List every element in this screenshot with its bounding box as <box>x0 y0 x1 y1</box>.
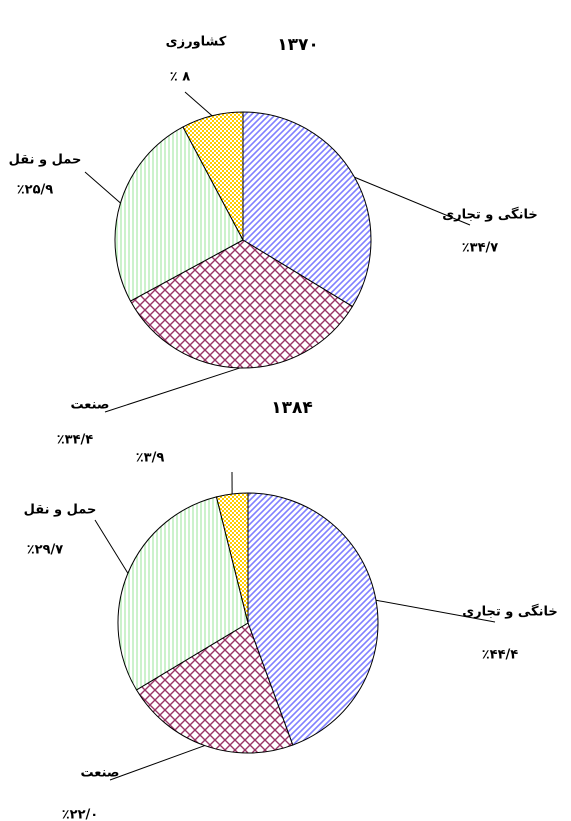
pie-slice <box>129 239 354 369</box>
pie-slice <box>182 111 244 241</box>
slice-label: خانگی و تجاری <box>442 207 538 223</box>
chart-title: ۱۳۸۴ <box>271 398 313 418</box>
pie-slice <box>215 492 249 624</box>
leader-line <box>104 367 241 413</box>
value-label: ٪۲۵/۹ <box>17 183 54 198</box>
pie-slice <box>247 492 379 746</box>
slice-label: حمل و نقل <box>9 153 82 168</box>
slice-label: صنعت <box>81 766 120 781</box>
value-label: ٪۲۹/۷ <box>27 543 64 558</box>
slice-label: صنعت <box>71 398 110 413</box>
chart-title: ۱۳۷۰ <box>277 35 319 55</box>
value-label: ٪۳۴/۴ <box>57 433 94 448</box>
leader-line <box>184 91 213 117</box>
value-label: ٪۳۴/۷ <box>462 241 499 256</box>
leader-line <box>84 171 121 204</box>
pie-slice <box>135 622 294 754</box>
leader-line <box>354 176 471 226</box>
slice-label: کشاورزی <box>166 35 227 50</box>
leader-line <box>94 519 129 574</box>
slice-label: خانگی و تجاری <box>462 604 558 620</box>
value-label: ٪۲۲/۰ <box>62 808 99 821</box>
leader-line <box>375 599 496 623</box>
value-label: ٪ ۸ <box>170 70 190 85</box>
slice-label: حمل و نقل <box>24 503 97 518</box>
value-label: ٪۳/۹ <box>136 451 165 466</box>
value-label: ٪۴۴/۴ <box>482 648 519 663</box>
pie-slice <box>117 496 249 691</box>
pie-slice <box>242 111 372 308</box>
leader-line <box>109 745 205 781</box>
